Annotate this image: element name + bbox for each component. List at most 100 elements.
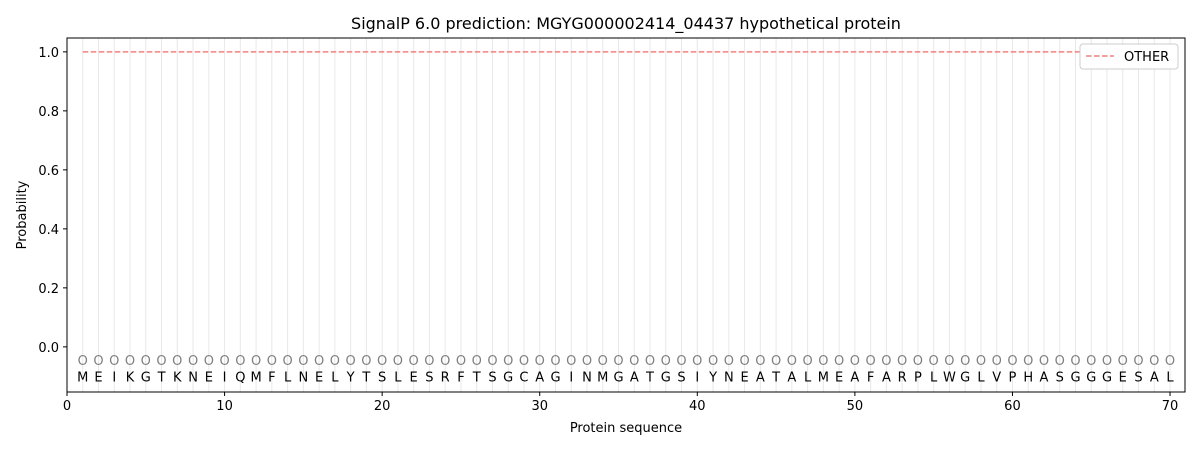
residue-letter: L [930,370,938,385]
residue-state-label: O [487,354,497,369]
residue-letter: S [1056,370,1064,385]
residue-state-label: O [235,354,245,369]
residue-letter: H [1023,370,1033,385]
residue-letter: G [141,370,151,385]
residue-state-label: O [550,354,560,369]
residue-letter: Y [708,370,717,385]
legend-label-other: OTHER [1124,50,1169,65]
x-tick-label: 70 [1162,399,1179,414]
residue-state-label: O [881,354,891,369]
legend: OTHER [1079,43,1179,70]
residue-state-label: O [298,354,308,369]
residue-state-label: O [440,354,450,369]
residue-letter: G [960,370,970,385]
residue-letter: S [378,370,386,385]
y-axis: 0.0 0.2 0.4 0.6 0.8 1.0 [38,46,67,356]
residue-state-label: O [141,354,151,369]
residue-letter: Y [346,370,355,385]
residue-letter: G [1070,370,1080,385]
x-tick-label: 0 [63,399,71,414]
residue-letter: I [569,370,573,385]
residue-state-label: O [409,354,419,369]
residue-state-label: O [330,354,340,369]
residue-state-label: O [960,354,970,369]
residue-state-label: O [219,354,229,369]
plot-frame [66,37,1186,393]
chart-marks: OMOEOIOKOGOTOKONOEOIOQOMOFOLONOEOLOYOTOS… [77,51,1175,385]
residue-state-label: O [1023,354,1033,369]
residue-letter: E [740,370,748,385]
residue-state-label: O [503,354,513,369]
residue-letter: V [992,370,1001,385]
residue-letter: S [425,370,433,385]
residue-letter: F [867,370,874,385]
residue-letter: A [787,370,796,385]
y-tick-label: 0.4 [38,223,59,238]
y-tick-label: 0.2 [38,282,59,297]
grid-lines [82,38,1171,392]
residue-state-label: O [613,354,623,369]
residue-letter: E [315,370,323,385]
residue-state-label: O [850,354,860,369]
residue-state-label: O [866,354,876,369]
residue-letter: G [661,370,671,385]
x-tick-label: 10 [216,399,233,414]
residue-letter: T [157,370,166,385]
residue-letter: I [695,370,699,385]
residue-letter: T [771,370,780,385]
residue-letter: A [756,370,765,385]
residue-letter: A [1040,370,1049,385]
residue-letter: E [410,370,418,385]
residue-state-label: O [1118,354,1128,369]
residue-letter: L [394,370,402,385]
residue-state-label: O [661,354,671,369]
residue-state-label: O [566,354,576,369]
residue-state-label: O [424,354,434,369]
residue-state-label: O [456,354,466,369]
residue-state-label: O [913,354,923,369]
residue-state-label: O [787,354,797,369]
residue-letter: E [94,370,102,385]
residue-state-label: O [282,354,292,369]
residue-state-label: O [1102,354,1112,369]
residue-letter: M [250,370,261,385]
residue-state-label: O [739,354,749,369]
residue-state-label: O [802,354,812,369]
residue-letter: K [173,370,182,385]
legend-box [1079,43,1179,70]
residue-letter: L [977,370,985,385]
residue-state-label: O [897,354,907,369]
residue-letter: S [677,370,685,385]
residue-state-label: O [346,354,356,369]
residue-state-label: O [535,354,545,369]
residue-letter: N [188,370,198,385]
residue-state-label: O [976,354,986,369]
residue-letter: N [582,370,592,385]
residue-state-label: O [598,354,608,369]
residue-letter: A [1150,370,1159,385]
residue-state-label: O [1149,354,1159,369]
residue-letter: E [835,370,843,385]
residue-state-label: O [109,354,119,369]
residue-state-label: O [78,354,88,369]
residue-letter: P [914,370,922,385]
residue-state-label: O [1007,354,1017,369]
residue-letter: T [472,370,481,385]
residue-state-label: O [708,354,718,369]
residue-letter: E [205,370,213,385]
residue-state-label: O [724,354,734,369]
residue-state-label: O [771,354,781,369]
residue-letter: M [597,370,608,385]
residue-letter: Q [235,370,245,385]
residue-letter: S [1134,370,1142,385]
residue-letter: T [361,370,370,385]
residue-state-label: O [818,354,828,369]
residue-state-label: O [645,354,655,369]
y-tick-label: 1.0 [38,46,59,61]
residue-letter: G [1086,370,1096,385]
x-axis-label: Protein sequence [570,421,682,436]
residue-letter: S [488,370,496,385]
residue-state-label: O [692,354,702,369]
residue-state-label: O [93,354,103,369]
